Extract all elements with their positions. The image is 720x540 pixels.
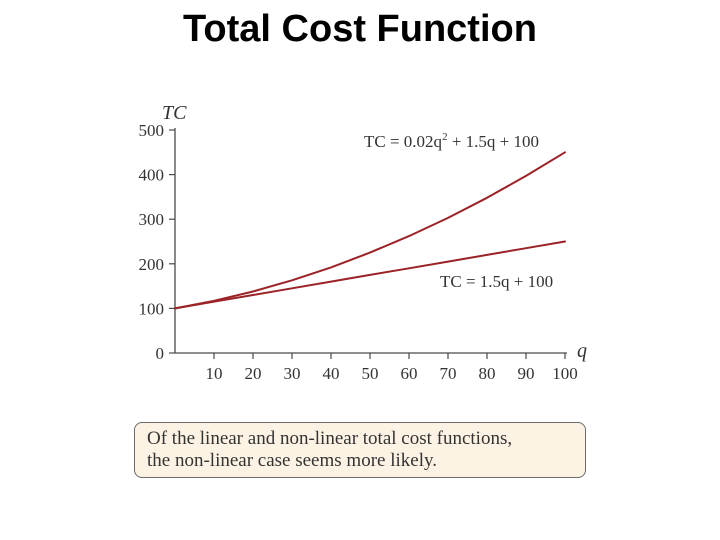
total-cost-chart: 0 100 200 300 400 500 10 20 30 40 50 60 70 80 90 100 TC… bbox=[139, 102, 588, 383]
quadratic-cost-line bbox=[174, 151, 566, 310]
page-title: Total Cost Function bbox=[183, 8, 537, 50]
x-tick-label: 90 bbox=[518, 364, 535, 383]
label-part: 2 bbox=[442, 131, 448, 143]
y-axis-title: TC bbox=[162, 102, 187, 124]
y-tick-label: 200 bbox=[139, 255, 165, 274]
chart-axes bbox=[174, 128, 567, 354]
chart-annotations: TC q TC = 0.02q2 + 1.5q + 100 TC = 1.5q + 1… bbox=[162, 102, 587, 362]
x-tick-label: 70 bbox=[440, 364, 457, 383]
note-line-2: the non-linear case seems more likely. bbox=[147, 450, 437, 471]
x-tick-label: 10 bbox=[206, 364, 223, 383]
x-tick-label: 50 bbox=[362, 364, 379, 383]
x-tick-label: 30 bbox=[284, 364, 301, 383]
linear-cost-label: TC = 1.5q + 100 bbox=[440, 272, 553, 291]
x-tick-label: 60 bbox=[401, 364, 418, 383]
y-tick-label: 0 bbox=[156, 344, 165, 363]
x-tick-label: 100 bbox=[552, 364, 578, 383]
y-tick-label: 300 bbox=[139, 210, 165, 229]
y-tick-label: 100 bbox=[139, 299, 165, 318]
chart-ticks: 0 100 200 300 400 500 10 20 30 40 50 60 70 80 90 100 bbox=[139, 121, 578, 383]
label-part: TC = 1.5q + 100 bbox=[440, 272, 553, 291]
note-box: Of the linear and non-linear total cost … bbox=[134, 422, 586, 478]
label-part: TC = 0.02q bbox=[364, 132, 443, 151]
chart-series bbox=[174, 151, 566, 310]
label-part: + 1.5q + 100 bbox=[448, 132, 539, 151]
x-tick-label: 20 bbox=[245, 364, 262, 383]
note-line-1: Of the linear and non-linear total cost … bbox=[147, 428, 513, 449]
x-tick-label: 40 bbox=[323, 364, 340, 383]
x-axis-title: q bbox=[577, 340, 587, 362]
quadratic-cost-label: TC = 0.02q2 + 1.5q + 100 bbox=[364, 131, 539, 151]
x-tick-label: 80 bbox=[479, 364, 496, 383]
y-tick-label: 400 bbox=[139, 166, 165, 185]
linear-cost-line bbox=[174, 240, 566, 310]
y-tick-label: 500 bbox=[139, 121, 165, 140]
